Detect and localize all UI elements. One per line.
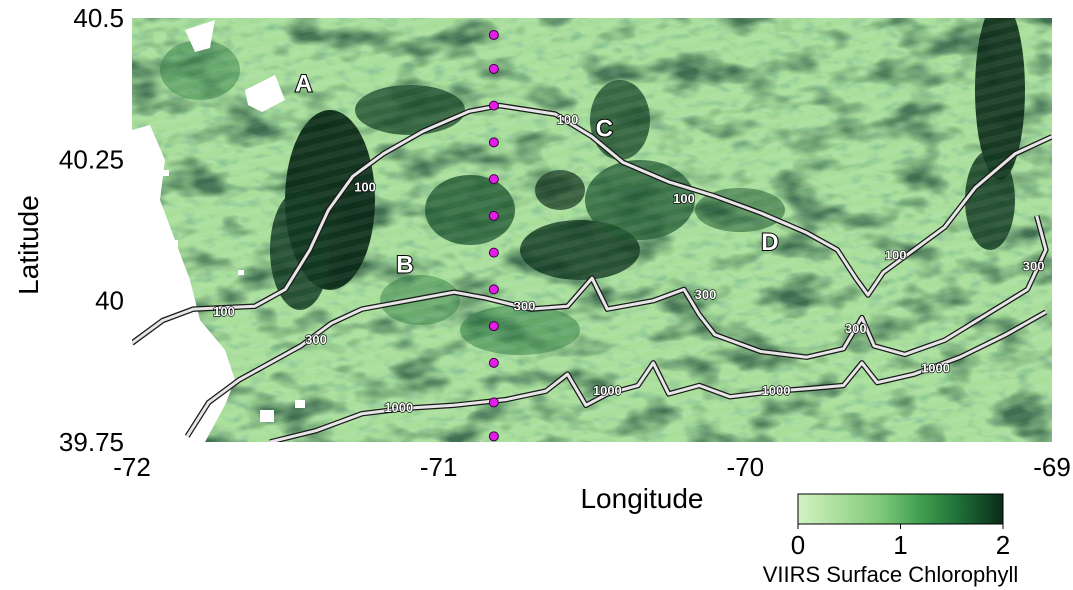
station-marker: [488, 357, 499, 368]
contour-label: 300: [514, 298, 536, 313]
station-marker: [488, 210, 499, 221]
station-marker: [488, 100, 499, 111]
station-marker: [488, 397, 499, 408]
contour-label: 300: [695, 287, 717, 302]
x-tick-label: -69: [1033, 452, 1071, 482]
y-tick-label: 39.75: [59, 427, 124, 457]
x-tick-label: -71: [420, 452, 458, 482]
axes: -72 -71 -70 -69 40.5 40.25 40 39.75: [59, 3, 1071, 482]
contour-label: 300: [305, 332, 327, 347]
colorbar-tick-label: 2: [996, 530, 1010, 560]
contour-label: 1000: [921, 361, 950, 376]
station-marker: [488, 63, 499, 74]
region-label-a: A: [295, 70, 312, 97]
colorbar-ticks: 0 1 2: [791, 524, 1010, 560]
colorbar: 0 1 2 VIIRS Surface Chlorophyll: [763, 493, 1019, 587]
colorbar-tick-label: 0: [791, 530, 805, 560]
contour-line: [132, 104, 1052, 345]
x-tick-label: -72: [113, 452, 151, 482]
x-axis-label: Longitude: [580, 483, 703, 514]
contour-label: 1000: [762, 383, 791, 398]
colorbar-title: VIIRS Surface Chlorophyll: [763, 562, 1019, 587]
contour-line: [185, 215, 1048, 438]
station-markers: [488, 29, 499, 442]
contour-label: 300: [1023, 259, 1045, 274]
station-marker: [488, 431, 499, 442]
station-marker: [488, 321, 499, 332]
contour-label: 1000: [384, 400, 413, 415]
region-label-c: C: [596, 116, 613, 143]
region-labels: A B C D: [294, 69, 779, 279]
contour-label: 1000: [593, 383, 622, 398]
contour-label: 100: [557, 112, 579, 127]
contour-label: 300: [845, 321, 867, 336]
station-marker: [488, 247, 499, 258]
station-marker: [488, 137, 499, 148]
station-marker: [488, 174, 499, 185]
y-tick-label: 40.25: [59, 144, 124, 174]
y-tick-label: 40: [95, 286, 124, 316]
region-label-d: D: [761, 229, 778, 256]
contour-300m: 300 300 300 300 300: [184, 215, 1049, 438]
colorbar-gradient: [797, 493, 1004, 525]
contour-1000m: 1000 1000 1000 1000: [269, 309, 1048, 442]
contour-label: 100: [885, 247, 907, 262]
swath-stripes: [132, 18, 1052, 442]
contour-line: [269, 310, 1047, 442]
colorbar-tick-label: 1: [893, 530, 907, 560]
contour-label: 100: [354, 180, 376, 195]
y-tick-label: 40.5: [73, 3, 124, 33]
contour-label: 100: [213, 304, 235, 319]
contour-label: 100: [673, 191, 695, 206]
station-marker: [488, 29, 499, 40]
x-tick-label: -70: [727, 452, 765, 482]
y-axis-label: Latitude: [13, 195, 44, 295]
station-marker: [488, 284, 499, 295]
contour-100m: 100 100 100 100 100: [132, 102, 1052, 346]
region-label-b: B: [396, 251, 413, 278]
